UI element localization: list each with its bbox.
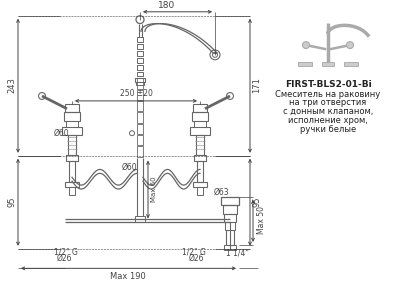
Bar [69,187,75,195]
Circle shape [346,42,354,49]
Bar [135,78,145,82]
Bar [322,62,334,66]
Bar [137,44,143,49]
Bar [190,127,210,135]
Bar [66,122,78,127]
Bar [223,205,237,214]
Bar [344,62,358,66]
Bar [65,104,79,112]
Text: 180: 180 [158,1,176,10]
Bar [193,104,207,112]
Bar [224,214,236,222]
Bar [137,135,143,145]
Circle shape [302,42,310,49]
Bar [193,182,207,187]
Bar [66,155,78,161]
Text: Ø60: Ø60 [54,129,70,138]
Bar [197,187,203,195]
Bar [137,124,143,134]
Bar [64,112,80,122]
Bar [137,112,143,123]
Bar [69,161,75,182]
Text: на три отверстия: на три отверстия [289,98,367,107]
Text: Ø60: Ø60 [122,163,138,172]
Text: ручки белые: ручки белые [300,125,356,134]
Text: 243: 243 [8,77,16,93]
Text: 1 1/4": 1 1/4" [226,248,249,257]
Text: FIRST-BLS2-01-Bi: FIRST-BLS2-01-Bi [285,80,371,89]
Bar [192,112,208,122]
Bar [137,58,143,63]
Text: Max 60: Max 60 [151,176,157,202]
Bar [137,78,143,89]
Text: Ø26: Ø26 [188,254,204,263]
Bar [68,135,76,155]
Bar [226,230,234,245]
Text: 1/2" G: 1/2" G [54,247,78,256]
Text: 95: 95 [8,197,16,207]
Bar [65,182,79,187]
Bar [137,146,143,157]
Bar [62,127,82,135]
Bar [221,197,239,205]
Text: 250 ±20: 250 ±20 [120,89,152,98]
Bar [137,37,143,42]
Bar [298,62,312,66]
Bar [136,82,144,85]
Bar [196,135,204,155]
Text: Смеситель на раковину: Смеситель на раковину [275,89,381,99]
Bar [197,161,203,182]
Text: Max 50: Max 50 [256,206,266,234]
Bar [137,90,143,100]
Text: 1/2" G: 1/2" G [182,247,206,256]
Text: исполнение хром,: исполнение хром, [288,116,368,125]
Text: 171: 171 [252,77,262,93]
Text: с донным клапаном,: с донным клапаном, [283,107,373,116]
Text: 95: 95 [252,197,262,207]
Bar [135,216,145,222]
Text: Max 190: Max 190 [110,272,146,281]
Bar [224,245,236,250]
Bar [137,101,143,111]
Text: Ø63: Ø63 [214,187,230,197]
Bar [225,222,235,230]
Bar [137,51,143,56]
Bar [137,72,143,76]
Bar [194,122,206,127]
Bar [137,65,143,70]
Text: Ø26: Ø26 [56,254,72,263]
Bar [194,155,206,161]
